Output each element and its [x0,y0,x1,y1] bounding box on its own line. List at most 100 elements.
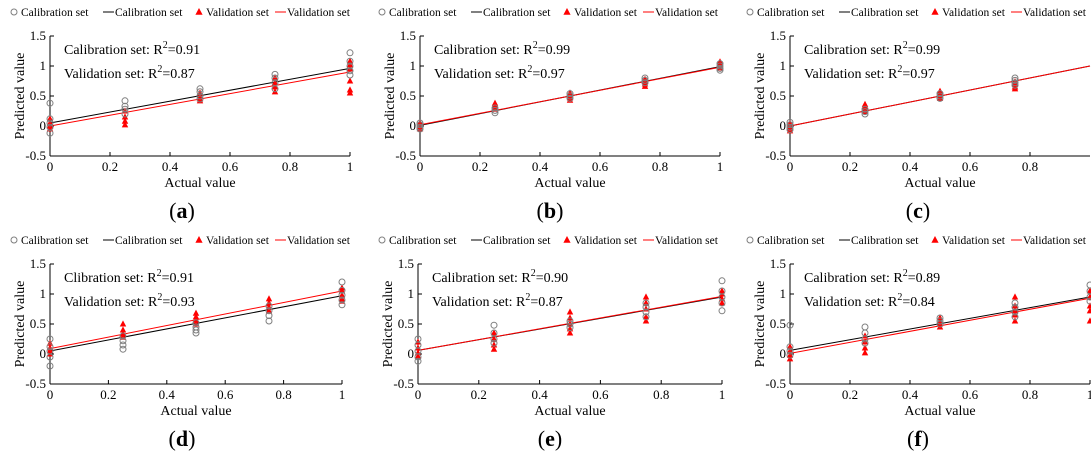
validation-point [338,287,346,294]
legend: Calibration set Calibration set Validation… [746,7,1087,19]
legend-label: Validation set [942,7,1006,19]
chart-svg-d: Calibration set Calibration set Validation… [10,235,351,419]
calibration-point [338,278,346,286]
chart-svg-f: Calibration set Calibration set Validation… [746,235,1091,419]
calibration-point [566,324,574,332]
calibration-point [642,308,650,316]
calibration-point [716,62,724,70]
calibration-r2-label: Calibration set: R2=0.99 [804,40,940,58]
legend-validation-marker [931,8,939,15]
y-tick-label: 0.5 [398,316,414,331]
chart-svg-e: Calibration set Calibration set Validation… [378,235,726,419]
legend: Calibration set Calibration set Validation… [378,235,719,247]
validation-point [121,117,129,124]
legend-label: Calibration set [851,7,919,19]
validation-point [1086,287,1091,294]
legend-validation-marker [195,8,203,15]
calibration-point [786,123,794,131]
calibration-point [718,299,726,307]
panel-label-b: (b) [536,198,564,223]
calibration-point [1011,74,1019,82]
calibration-point [786,121,794,129]
chart-panel-b: Calibration set Calibration set Validation… [368,0,732,228]
r2-annotations: Clibration set: R2=0.91 Validation set: R… [64,268,195,310]
x-tick-label: 0 [417,159,424,174]
validation-point [936,94,944,101]
validation-r2-label: Validation set: R2=0.84 [804,292,935,310]
calibration-point [416,125,424,133]
calibration-point [121,105,129,113]
calibration-point [936,320,944,328]
x-tick-label: 0 [47,159,54,174]
chart-panel-c: Calibration set Calibration set Validation… [736,0,1091,228]
legend-validation-marker [195,236,203,243]
x-tick-label: 1 [339,387,346,402]
data-points [416,58,724,133]
x-tick-label: 0.2 [102,159,118,174]
validation-point [1011,302,1019,309]
x-tick-label: 0 [787,387,794,402]
validation-point [1011,317,1019,324]
validation-r2-label: Validation set: R2=0.87 [432,292,563,310]
validation-point [271,79,279,86]
y-tick-label: 1 [408,286,415,301]
panel-label-d: (d) [168,426,196,451]
data-points [414,277,726,365]
y-tick-label: 1 [40,58,47,73]
calibration-point [786,118,794,126]
calibration-point [861,339,869,347]
y-tick-label: 0 [780,118,787,133]
calibration-point [196,95,204,103]
legend-label: Validation set [655,7,719,19]
calibration-point [121,110,129,118]
calibration-point [271,70,279,78]
legend-label: Validation set [574,7,638,19]
y-tick-label: 0 [40,118,47,133]
x-tick-label: 0.8 [1022,387,1038,402]
calibration-point [46,99,54,107]
calibration-r2-label: Calibration set: R2=0.89 [804,268,940,286]
validation-point [346,77,354,84]
calibration-point [786,347,794,355]
legend-label: Validation set [655,235,719,247]
calibration-point [46,119,54,127]
legend-label: Calibration set [21,235,89,247]
calibration-point [861,335,869,343]
validation-point [566,329,574,336]
y-tick-label: 1.5 [400,28,416,43]
x-tick-label: 0.6 [592,387,609,402]
validation-point [119,320,127,327]
y-tick-label: 1.5 [770,28,786,43]
calibration-point [566,92,574,100]
calibration-point [1011,76,1019,84]
y-tick-label: 0 [410,118,417,133]
calibration-r2-label: Clibration set: R2=0.91 [64,268,194,286]
x-tick-label: 0 [787,159,794,174]
calibration-point [861,105,869,113]
x-tick-label: 0.8 [275,387,291,402]
y-tick-label: -0.5 [25,148,46,163]
y-tick-label: 1 [40,286,47,301]
legend-label: Calibration set [389,235,457,247]
y-tick-label: 0.5 [30,88,46,103]
calibration-point [119,332,127,340]
legend-label: Validation set [942,235,1006,247]
legend-validation-marker [563,236,571,243]
panel-label-e: (e) [537,426,563,451]
x-axis-label: Actual value [534,176,605,191]
validation-point [490,345,498,352]
calibration-point [338,296,346,304]
calibration-point [716,60,724,68]
calibration-point [716,66,724,74]
legend-validation-marker [931,236,939,243]
y-tick-label: 1.5 [30,28,46,43]
y-axis-label: Predicted value [13,53,28,140]
validation-point [265,299,273,306]
x-tick-label: 0.8 [653,387,669,402]
calibration-point [786,351,794,359]
chart-svg-c: Calibration set Calibration set Validation… [746,7,1091,191]
validation-point [346,57,354,64]
validation-point [271,83,279,90]
